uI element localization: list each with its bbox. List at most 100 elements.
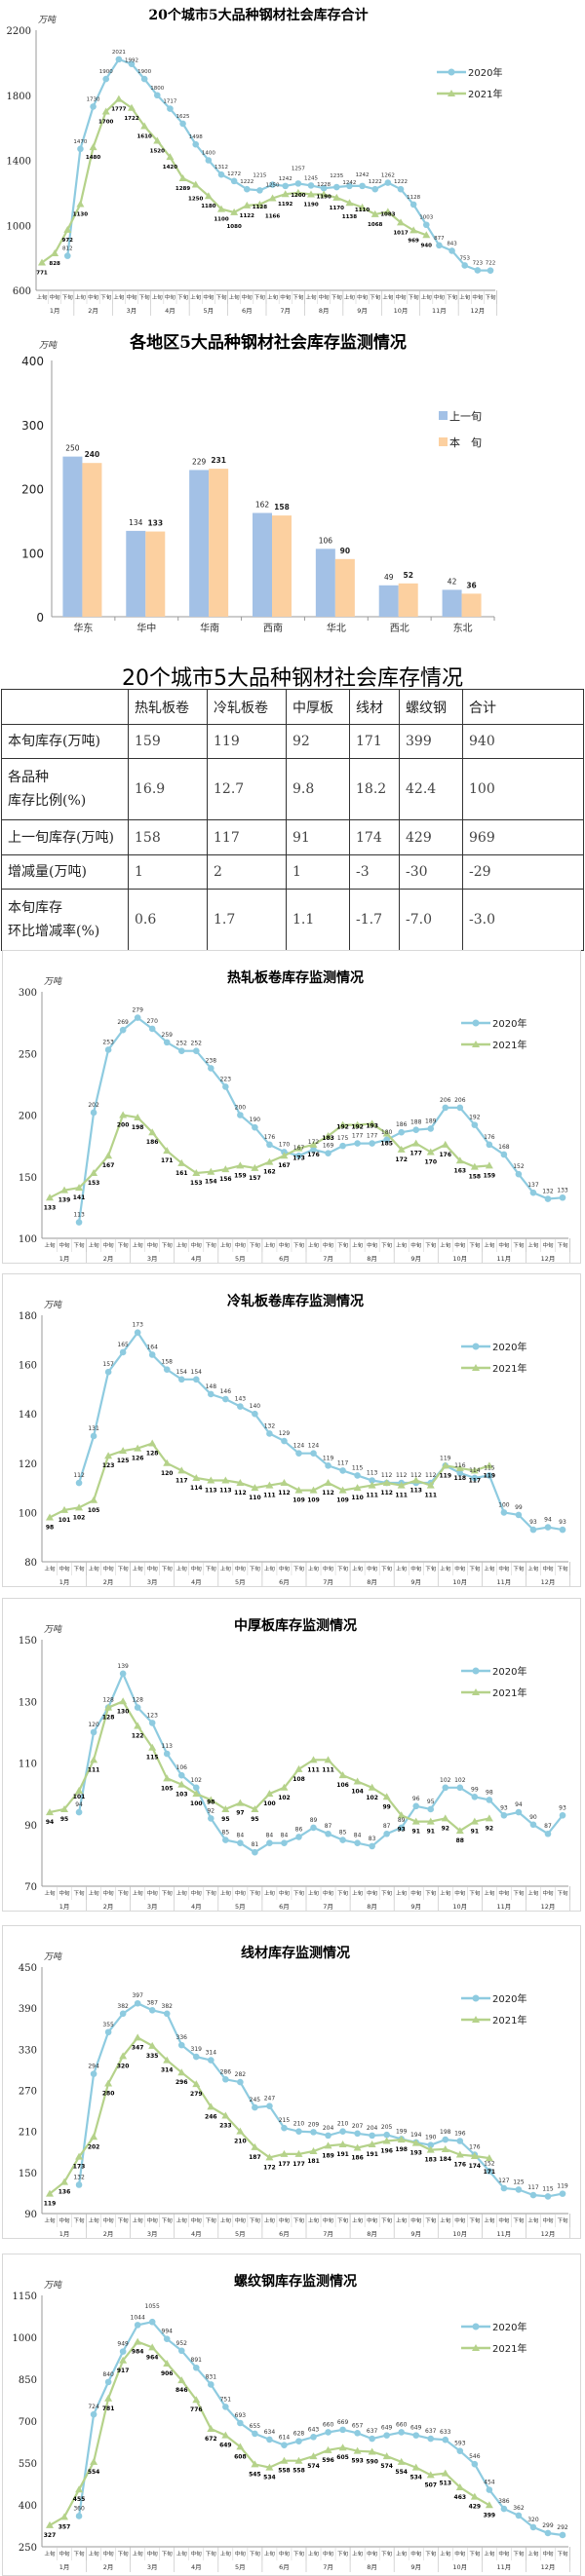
- x-tick-period: 中旬: [191, 2216, 203, 2224]
- legend-marker-icon: [472, 1688, 480, 1695]
- data-point: [422, 221, 430, 229]
- data-point: [456, 1104, 464, 1112]
- data-label: 102: [191, 1777, 203, 1784]
- x-month-label: 10月: [452, 1255, 467, 1263]
- data-label: 319: [191, 2046, 203, 2053]
- x-tick-period: 上旬: [133, 1241, 144, 1249]
- data-point: [252, 1123, 258, 1131]
- x-tick-period: 中旬: [165, 293, 176, 301]
- data-point: [515, 2512, 523, 2519]
- x-tick-period: 上旬: [527, 1889, 539, 1897]
- data-label: 170: [279, 1141, 291, 1148]
- x-tick-period: 中旬: [472, 293, 484, 301]
- data-label: 124: [308, 1443, 320, 1450]
- data-label: 137: [527, 1182, 539, 1189]
- data-label: 1257: [292, 166, 305, 171]
- table-cell: 1: [286, 854, 350, 890]
- data-point: [221, 1165, 230, 1173]
- data-label: 157: [249, 1175, 261, 1182]
- data-point: [382, 1129, 391, 1137]
- x-category-label: 华南: [200, 622, 219, 634]
- table-row: 增减量(万吨) 1 2 1 -3 -30 -29: [1, 854, 584, 890]
- data-label: 247: [264, 2096, 276, 2102]
- x-tick-period: 中旬: [454, 1889, 466, 1897]
- data-point: [266, 2436, 273, 2443]
- x-tick-period: 下旬: [513, 2550, 525, 2557]
- data-label: 952: [176, 2340, 188, 2347]
- data-label: 101: [73, 1794, 86, 1800]
- x-tick-period: 上旬: [264, 1241, 276, 1249]
- data-point: [470, 2492, 479, 2500]
- data-point: [221, 1804, 230, 1812]
- table-cell: -30: [399, 854, 463, 890]
- data-label: 157: [102, 1361, 114, 1368]
- data-point: [177, 1771, 185, 1779]
- data-label: 1192: [278, 202, 292, 208]
- data-label: 102: [440, 1777, 451, 1784]
- x-tick-period: 上旬: [440, 1241, 451, 1249]
- data-label: 119: [44, 2201, 57, 2208]
- hot-rolled-svg: 热轧板卷库存监测情况万吨100150200250300上旬 中旬 下旬 上旬 中旬 下旬上…: [19, 969, 570, 1263]
- legend-marker-icon: [472, 1994, 480, 2002]
- x-tick-period: 上旬: [89, 1241, 100, 1249]
- data-point: [455, 2150, 464, 2158]
- bar-东北-0: [442, 589, 462, 617]
- data-label: 189: [425, 1118, 437, 1124]
- data-label: 139: [117, 1663, 129, 1670]
- data-label: 132: [264, 1422, 276, 1429]
- x-tick-period: 中旬: [279, 1565, 291, 1572]
- series-line-2020年: [78, 1016, 564, 1223]
- x-tick-period: 上旬: [352, 2216, 364, 2224]
- x-month-label: 7月: [280, 307, 291, 315]
- x-tick-period: 下旬: [381, 2550, 393, 2557]
- data-point: [75, 2485, 84, 2493]
- data-point: [251, 1163, 259, 1171]
- data-point: [90, 1728, 98, 1736]
- x-tick-period: 下旬: [254, 293, 266, 301]
- hot-rolled-chart: 热轧板卷库存监测情况 万吨 100 150 200 250 300 上旬 中旬 下旬 上旬 中旬 下旬上…: [2, 950, 581, 1264]
- legend-marker-icon: [472, 1667, 480, 1675]
- data-point: [163, 2335, 171, 2343]
- data-point: [441, 1461, 449, 1469]
- data-label: 292: [557, 2524, 568, 2531]
- data-label: 84: [281, 1833, 289, 1839]
- data-point: [104, 2378, 112, 2386]
- data-point: [370, 209, 379, 217]
- data-point: [281, 2442, 288, 2448]
- data-point: [75, 1503, 84, 1511]
- x-tick-period: 上旬: [89, 2216, 100, 2224]
- data-label: 186: [351, 2155, 364, 2162]
- data-point: [426, 2471, 435, 2479]
- x-tick-period: 中旬: [103, 2216, 115, 2224]
- data-label: 634: [264, 2429, 276, 2436]
- data-point: [134, 2322, 141, 2329]
- data-label: 192: [469, 1115, 481, 1121]
- data-point: [398, 1824, 405, 1832]
- data-point: [192, 1473, 201, 1481]
- data-point: [353, 1777, 362, 1785]
- x-month-label: 8月: [367, 2230, 377, 2238]
- data-point: [177, 2068, 186, 2076]
- data-label: 294: [88, 2064, 99, 2070]
- data-label: 1080: [226, 224, 241, 230]
- data-label: 91: [412, 1829, 420, 1836]
- data-label: 161: [176, 1170, 188, 1177]
- data-label: 196: [454, 2131, 466, 2138]
- data-label: 113: [219, 1488, 232, 1495]
- legend-label: 2020年: [492, 1341, 526, 1353]
- data-label: 95: [60, 1816, 68, 1823]
- x-tick-period: 下旬: [118, 1889, 130, 1897]
- wire-rod-chart: 线材库存监测情况 万吨 90 150 210 270 330 390 450 上旬 中旬 下旬 上旬 中旬…: [2, 1925, 581, 2239]
- data-label: 83: [369, 1836, 376, 1842]
- data-point: [544, 1524, 552, 1531]
- data-point: [204, 192, 213, 200]
- x-tick-period: 下旬: [206, 1889, 217, 1897]
- data-point: [236, 1799, 245, 1806]
- x-tick-period: 下旬: [332, 293, 343, 301]
- data-point: [383, 1136, 390, 1144]
- y-tick-label: 130: [19, 1697, 37, 1708]
- data-point: [470, 1162, 479, 1170]
- data-label: 111: [395, 1493, 408, 1499]
- data-point: [411, 1817, 420, 1825]
- x-month-label: 7月: [323, 1903, 333, 1911]
